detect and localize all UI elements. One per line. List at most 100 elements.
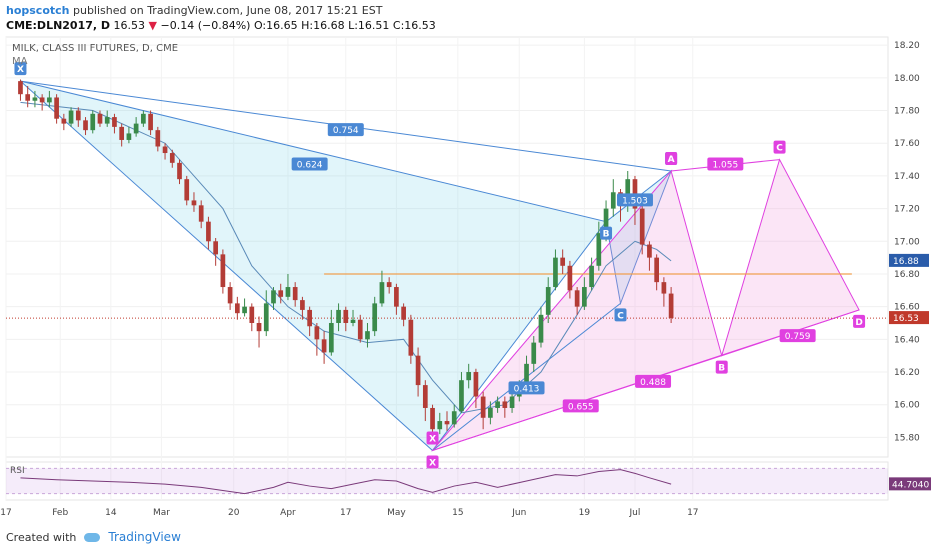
tradingview-brand[interactable]: TradingView (108, 530, 181, 544)
rsi-label: RSI (10, 466, 25, 476)
ratio-badge (635, 374, 672, 388)
pattern-point-marker (773, 140, 786, 154)
candle-body (553, 257, 558, 288)
candle-body (39, 97, 45, 103)
time-tick-label: Jul (629, 508, 641, 518)
candle-body (437, 421, 443, 430)
candle-body (213, 241, 219, 255)
candle-body (141, 113, 146, 124)
change-text: −0.14 (−0.84%) (160, 19, 251, 32)
ratio-label: 1.055 (712, 160, 738, 170)
candle-body (647, 244, 652, 258)
pattern-point-marker (665, 152, 678, 166)
candle-body (408, 319, 414, 356)
candle-body (119, 126, 125, 140)
time-tick-label: Apr (280, 508, 296, 518)
price-axis-tag (889, 253, 929, 267)
candle-body (459, 380, 464, 412)
pattern-point-label: B (603, 230, 610, 240)
pattern-point-marker (715, 360, 728, 374)
rsi-value-tag (889, 477, 931, 491)
candle-body (625, 179, 631, 206)
pattern-point-marker (426, 431, 439, 445)
price-panel (5, 36, 889, 458)
ratio-badge (291, 157, 328, 171)
candle-body (169, 153, 175, 163)
price-tick-label: 17.60 (894, 139, 920, 149)
blue-triangle-xab (20, 80, 607, 452)
price-tick-label: 16.60 (894, 303, 920, 313)
candle-body (480, 396, 486, 418)
candle-body (184, 179, 190, 201)
price-tick-label: 16.20 (894, 368, 920, 378)
candle-body (285, 287, 291, 297)
candle-body (661, 282, 667, 294)
candle-body (112, 117, 117, 127)
candle-body (97, 113, 103, 124)
candle-body (191, 200, 197, 206)
rsi-value-label: 44.7040 (892, 480, 929, 490)
change-down-icon: ▼ (148, 19, 158, 32)
candle-body (495, 401, 500, 408)
candle-body (307, 309, 312, 327)
price-axis-tag-label: 16.53 (893, 314, 919, 324)
price-axis-tag-label: 16.88 (893, 257, 919, 267)
candle-body (300, 300, 305, 310)
ratio-badge (327, 123, 364, 137)
candle-body (336, 309, 341, 323)
pattern-point-marker (853, 314, 866, 328)
candle-body (422, 385, 428, 408)
footer: Created with TradingView (6, 530, 181, 544)
publish-line: hopscotch published on TradingView.com, … (6, 4, 382, 17)
candle-body (582, 287, 587, 307)
candle-body (227, 287, 233, 304)
candle-body (451, 411, 457, 425)
price-tick-label: 17.80 (894, 107, 920, 117)
candle-body (18, 81, 23, 95)
candle-body (54, 97, 59, 119)
pattern-point-label: X (17, 65, 24, 75)
candle-body (524, 363, 529, 386)
candle-body (466, 372, 472, 381)
price-tick-label: 18.20 (894, 41, 920, 51)
time-tick-label: 14 (105, 508, 117, 518)
candle-body (654, 257, 660, 283)
price-tick-label: 17.00 (894, 237, 920, 247)
candle-body (488, 407, 493, 418)
candle-body (538, 314, 544, 343)
pattern-point-label: A (668, 155, 675, 165)
candle-body (567, 265, 573, 291)
ratio-badge (707, 157, 744, 171)
price-tick-label: 16.40 (894, 335, 920, 345)
candle-body (263, 303, 269, 332)
candle-body (357, 319, 363, 340)
candle-body (589, 265, 594, 288)
pattern-point-label: C (617, 311, 624, 321)
ratio-label: 0.759 (785, 332, 811, 342)
candle-body (321, 339, 327, 353)
time-tick-label: Feb (52, 508, 68, 518)
price-chart[interactable]: 18.20 18.00 17.80 17.60 17.40 17.20 17.00 16.80… (0, 35, 932, 522)
candle-body (415, 355, 421, 386)
pattern-point-marker (426, 455, 439, 469)
candle-body (47, 97, 52, 103)
candle-body (75, 110, 81, 121)
ratio-badge (562, 399, 599, 413)
ratio-label: 0.624 (297, 160, 323, 170)
candle-body (234, 303, 240, 314)
time-tick-label: May (387, 508, 406, 518)
candle-body (83, 120, 88, 131)
candle-body (249, 306, 255, 323)
chart-title: MILK, CLASS III FUTURES, D, CME (12, 43, 178, 54)
candle-body (126, 133, 132, 140)
symbol: CME:DLN2017, D (6, 19, 111, 32)
time-tick-label: 17 (0, 508, 11, 518)
pattern-point-marker (614, 308, 627, 322)
time-tick-label: Mar (153, 508, 170, 518)
candle-body (198, 205, 204, 222)
ratio-badge (508, 381, 545, 395)
author-name[interactable]: hopscotch (6, 4, 70, 17)
candle-body (32, 97, 38, 101)
price-tick-label: 15.80 (894, 433, 920, 443)
candle-body (314, 326, 320, 340)
